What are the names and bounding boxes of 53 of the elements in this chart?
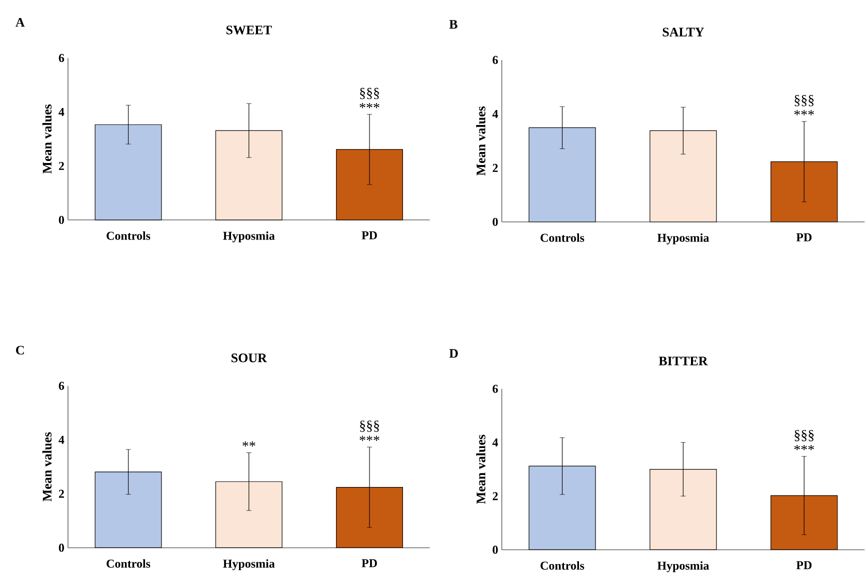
y-tick-label: 6 <box>58 382 64 390</box>
y-tick-label: 6 <box>492 384 498 393</box>
annotation: §§§ <box>360 420 379 432</box>
y-tick-label: 0 <box>492 218 498 226</box>
x-tick-label: PD <box>796 561 812 570</box>
annotation: ** <box>242 442 256 447</box>
annotation: §§§ <box>794 95 814 106</box>
bar <box>215 481 282 548</box>
y-tick-label: 0 <box>58 544 64 552</box>
y-axis-title: Mean values <box>42 104 52 174</box>
y-tick-label: 2 <box>58 162 64 170</box>
y-axis-title: Mean values <box>476 434 486 504</box>
x-tick-label: Hyposmia <box>223 559 275 570</box>
annotation: *** <box>794 110 814 116</box>
text: B <box>449 20 458 29</box>
chart-title: SALTY <box>662 28 704 37</box>
y-tick-label: 6 <box>58 54 64 62</box>
text: D <box>449 349 458 358</box>
annotation: *** <box>794 445 814 450</box>
annotation: §§§ <box>360 88 379 100</box>
text: C <box>16 346 24 355</box>
chart-title: SOUR <box>232 354 268 362</box>
y-tick-label: 2 <box>492 492 498 500</box>
x-tick-label: PD <box>362 232 377 240</box>
y-tick-label: 0 <box>492 546 498 554</box>
y-tick-label: 4 <box>492 110 498 118</box>
x-tick-label: Controls <box>106 232 150 240</box>
x-tick-label: Hyposmia <box>223 232 275 242</box>
y-tick-label: 0 <box>58 216 64 224</box>
x-tick-label: Controls <box>540 561 584 570</box>
y-tick-label: 6 <box>492 56 498 64</box>
x-tick-label: PD <box>796 234 812 242</box>
x-tick-label: Hyposmia <box>657 561 709 572</box>
x-tick-label: PD <box>362 559 377 568</box>
y-tick-label: 4 <box>492 438 498 447</box>
annotation: *** <box>360 103 380 108</box>
y-tick-label: 4 <box>58 108 64 116</box>
annotation: *** <box>360 436 380 441</box>
bar <box>650 130 717 222</box>
bar <box>528 128 596 222</box>
annotation: §§§ <box>794 430 814 442</box>
y-axis-title: Mean values <box>476 106 486 176</box>
bar <box>94 124 162 220</box>
x-tick-label: Hyposmia <box>657 234 709 244</box>
x-tick-label: Controls <box>106 559 150 568</box>
chart-title: SWEET <box>226 26 272 35</box>
x-tick-label: Controls <box>540 234 584 242</box>
y-tick-label: 2 <box>492 164 498 172</box>
chart-title: BITTER <box>658 356 708 366</box>
y-tick-label: 4 <box>58 436 64 444</box>
y-axis-title: Mean values <box>42 432 52 502</box>
text: A <box>16 18 25 27</box>
y-tick-label: 2 <box>58 490 64 498</box>
